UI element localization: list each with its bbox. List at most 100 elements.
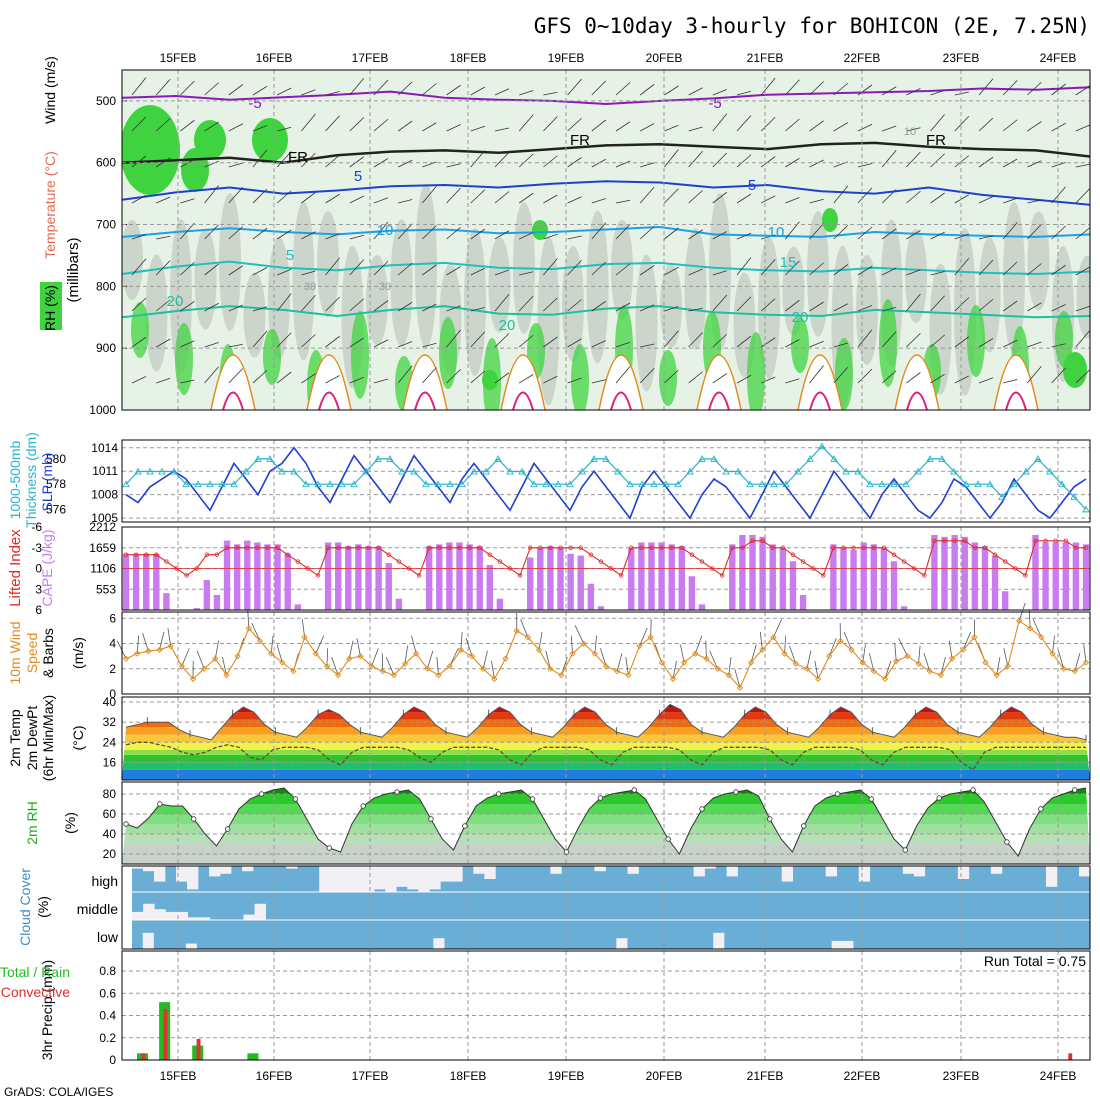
wind-barb [228,304,243,312]
wind-barb [760,116,776,132]
wind-speed-point [960,646,967,653]
wind-speed-point [781,650,788,657]
lifted-index-point [315,573,321,578]
cape-bar [274,544,281,610]
thickness-point [218,480,226,488]
lifted-index-point [851,545,856,550]
wind-barb [918,645,921,664]
precip-total-bar [247,1053,259,1060]
lifted-index-point [426,545,432,550]
lifted-index-point [578,545,583,550]
thickness-point [794,467,802,475]
wind-barb [131,297,147,312]
wind-tick-0: 0 [109,687,116,701]
wind-barb [252,306,268,312]
lifted-index-point [396,559,402,564]
wind-barb [785,79,800,96]
thickness-point [530,480,538,488]
wind-label-4: (m/s) [70,637,86,669]
wind-barb [962,631,972,650]
wind-speed-point [915,660,922,667]
wind-barb [349,156,365,168]
precip-convective-bar [196,1038,201,1060]
thickness-point [710,454,718,462]
rh-grey-blob [390,219,413,347]
bottom-date-23FEB: 23FEB [943,1069,980,1083]
wind-barb [422,303,437,312]
cape-bar [870,544,877,610]
wind-barb [446,266,461,276]
contour-label-10: 15 [780,254,797,271]
wind-barb [712,270,727,276]
wind-barb [470,125,485,132]
wind-barb [785,118,800,132]
contour-label-5: 5 [354,168,362,185]
rh-green-blob [1055,311,1073,367]
cape-bar [335,542,342,610]
wind-barb [1002,119,1018,132]
wind-barb [923,653,931,672]
wind-speed-point [524,634,531,641]
wind-barb [736,154,752,168]
cloud-high-cell [913,866,926,877]
wind-barb [276,644,283,663]
lifted-index-point [649,545,654,550]
wind-speed-point [290,668,297,675]
wind-barb [773,619,783,638]
lifted-index-point [1063,538,1068,544]
isotherm-15 [122,260,1090,276]
wind-barb [1075,124,1090,132]
li-tick-6: 6 [35,603,42,617]
wind-barb [664,124,679,132]
wind-barb [639,83,655,96]
wind-speed-point [212,655,219,662]
wind-speed-point [669,675,677,682]
wind-barb [709,650,718,669]
cape-tick-1106: 1106 [90,562,116,576]
wind-speed-point [736,684,744,691]
wind-barb [1002,222,1018,240]
wind-barb [519,90,534,96]
cape-bar [1052,542,1059,610]
wind-barb [639,627,648,647]
wind-barb [204,263,219,276]
wind-barb [736,374,752,384]
wind-barb [422,122,437,132]
wind-barb [664,149,679,168]
hot-core-3 [512,391,534,410]
wind-barb [806,650,812,669]
rh-point [360,803,366,809]
rh-line [125,787,1087,857]
cloud-label-2: (%) [35,896,51,918]
pressure-tick-600: 600 [96,156,116,170]
rh-point [733,789,739,795]
wind-barb [615,82,631,96]
lifted-index-point [982,545,988,550]
wind-barb [1027,365,1042,384]
contour-label-0: -5 [248,95,261,112]
rh-tick-80: 80 [103,787,117,801]
lifted-index-point [1033,538,1038,544]
wind-barb [349,234,364,240]
wind-barb [180,119,195,132]
contour-label-6: 5 [748,177,756,194]
credit-label: GrADS: COLA/IGES [4,1085,113,1099]
cloud-low-cell [616,938,628,949]
wind-barb [712,191,728,204]
wind-barb [1075,369,1090,384]
wind-barb [131,155,147,168]
wind-barb [625,657,629,676]
wind-barb [398,159,413,168]
wind-barb [470,150,486,168]
wind-barb [397,301,413,312]
thickness-point [830,454,838,462]
wind-barb [325,296,340,312]
cape-bar [1062,542,1069,610]
wind-barb [1027,81,1042,96]
contour-label-15: 30 [379,281,391,293]
wind-barb [422,185,437,204]
wind-barb [760,337,776,348]
cloud-high-cell [484,866,496,879]
wind-barb [156,196,171,204]
rh-point [902,847,908,853]
